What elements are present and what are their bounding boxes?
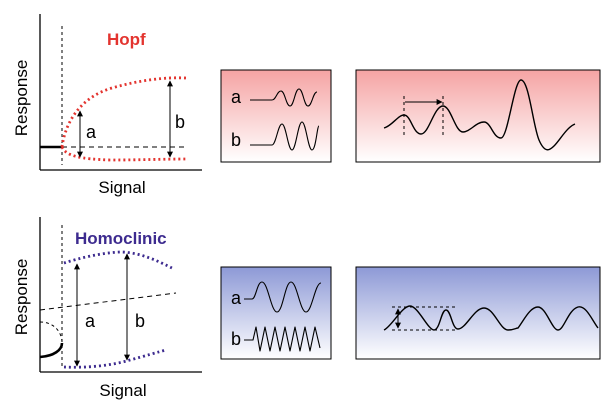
homoclinic-unstable-branch	[40, 293, 176, 310]
hopf-x-label: Signal	[98, 178, 145, 197]
homoclinic-stable-branch	[40, 343, 62, 357]
hopf-inset-label-a: a	[231, 87, 242, 107]
hopf-marker-b: b	[175, 112, 185, 132]
homoclinic-panel: Response Signal Homoclinic a b	[12, 217, 202, 400]
hopf-trace-box	[356, 70, 600, 162]
homoclinic-marker-b: b	[135, 311, 145, 331]
hopf-marker-a: a	[86, 122, 97, 142]
homoclinic-title: Homoclinic	[75, 229, 167, 248]
hopf-title: Hopf	[107, 30, 146, 49]
homoclinic-y-label: Response	[12, 259, 31, 336]
hopf-inset-label-b: b	[231, 130, 241, 150]
hopf-upper-branch	[62, 78, 186, 147]
hopf-trace-panel	[356, 70, 600, 162]
homoclinic-trace-box	[356, 267, 600, 359]
homoclinic-lower-branch	[64, 350, 166, 367]
hopf-lower-branch	[62, 147, 186, 160]
homoclinic-marker-a: a	[85, 311, 96, 331]
homoclinic-trace-panel	[356, 267, 600, 359]
hopf-panel: Response Signal Hopf a b	[12, 14, 202, 197]
homoclinic-saddle-arc	[40, 322, 62, 343]
homoclinic-x-label: Signal	[99, 381, 146, 400]
homoclinic-inset-label-a: a	[231, 288, 242, 308]
hopf-inset: a b	[221, 70, 331, 162]
homoclinic-inset-label-b: b	[231, 329, 241, 349]
homoclinic-inset: a b	[221, 267, 331, 359]
hopf-y-label: Response	[12, 60, 31, 137]
homoclinic-upper-branch	[64, 252, 172, 268]
